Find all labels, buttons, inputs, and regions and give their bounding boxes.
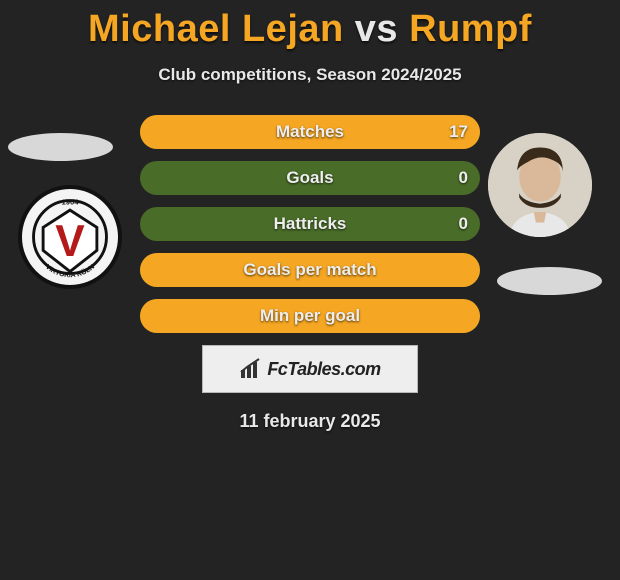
bar-value-right: 0 — [459, 207, 468, 241]
subtitle: Club competitions, Season 2024/2025 — [0, 65, 620, 85]
bar-value-right: 0 — [459, 161, 468, 195]
left-shadow-oval — [8, 133, 113, 161]
bar-label: Goals — [140, 161, 480, 195]
left-club-crest: 1904 V VIKTORIA KÖLN — [18, 185, 122, 289]
crest-icon: 1904 V VIKTORIA KÖLN — [22, 189, 118, 285]
stat-row: Min per goal — [140, 299, 480, 333]
svg-text:1904: 1904 — [61, 197, 79, 206]
right-shadow-oval — [497, 267, 602, 295]
date-line: 11 february 2025 — [0, 411, 620, 432]
bar-label: Min per goal — [140, 299, 480, 333]
stat-row: Hattricks0 — [140, 207, 480, 241]
title-vs: vs — [355, 8, 398, 50]
brand-box[interactable]: FcTables.com — [202, 345, 418, 393]
page-title: Michael Lejan vs Rumpf — [0, 0, 620, 51]
avatar-icon — [488, 133, 592, 237]
stat-row: Goals0 — [140, 161, 480, 195]
right-player-avatar — [488, 133, 592, 237]
brand-text: FcTables.com — [267, 359, 380, 380]
stat-row: Goals per match — [140, 253, 480, 287]
comparison-stage: 1904 V VIKTORIA KÖLN Matches17Goals0Hatt… — [0, 115, 620, 432]
title-player1: Michael Lejan — [88, 8, 344, 50]
bar-label: Goals per match — [140, 253, 480, 287]
stat-row: Matches17 — [140, 115, 480, 149]
bar-label: Hattricks — [140, 207, 480, 241]
chart-icon — [239, 358, 263, 380]
title-player2: Rumpf — [409, 8, 532, 50]
stat-bars: Matches17Goals0Hattricks0Goals per match… — [140, 115, 480, 333]
bar-value-right: 17 — [449, 115, 468, 149]
svg-text:V: V — [55, 217, 85, 266]
bar-label: Matches — [140, 115, 480, 149]
